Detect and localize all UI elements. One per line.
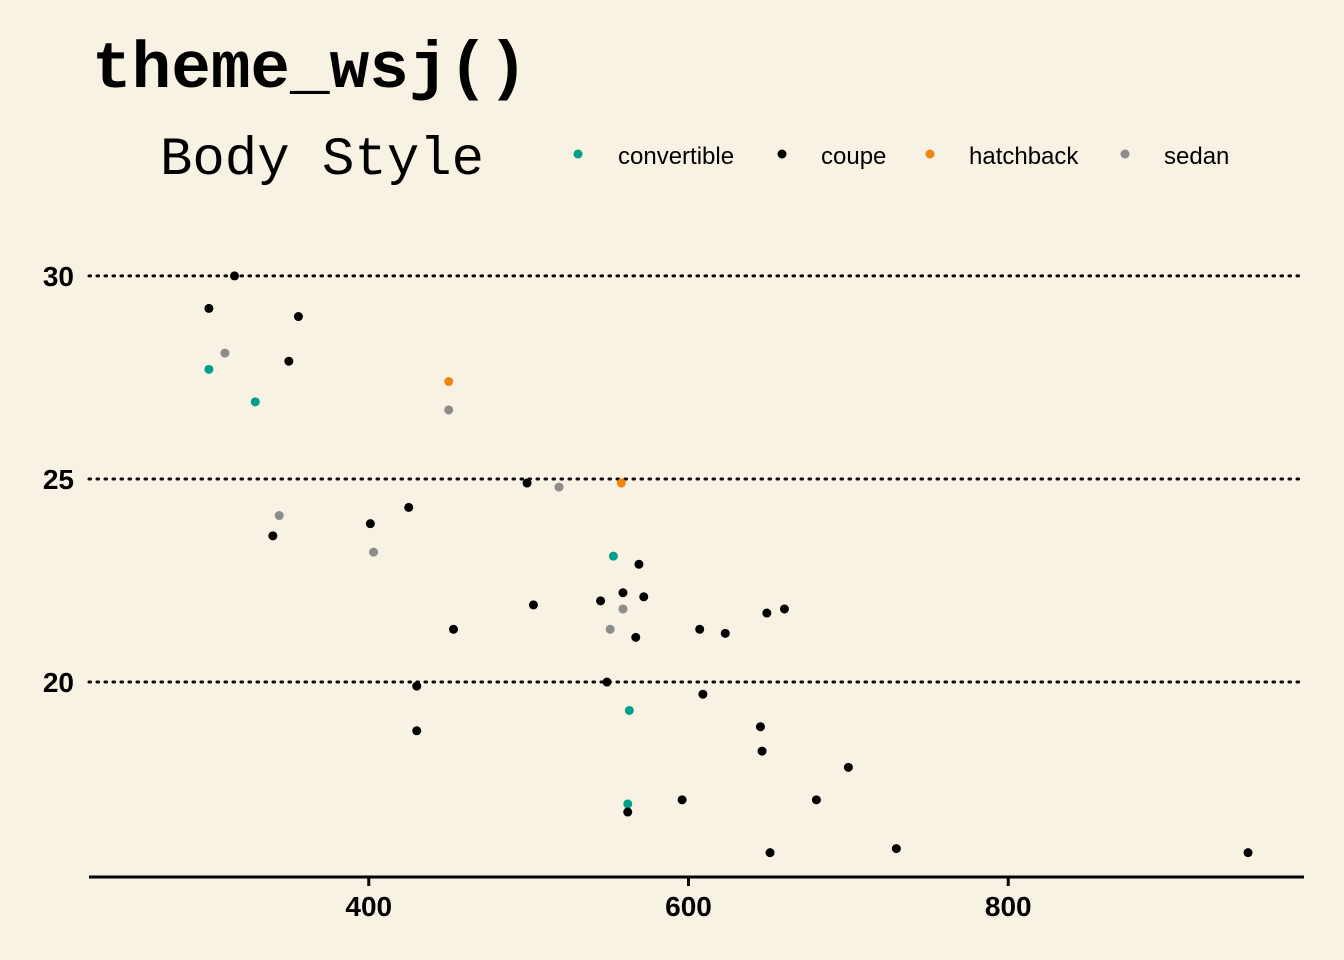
point-coupe	[634, 559, 644, 569]
point-coupe	[631, 632, 641, 642]
point-coupe	[602, 677, 612, 687]
point-sedan	[444, 405, 454, 415]
data-points	[204, 271, 1253, 858]
x-tick-label: 800	[985, 891, 1032, 922]
point-sedan	[554, 482, 564, 492]
point-coupe	[695, 624, 705, 634]
legend-label-hatchback: hatchback	[969, 143, 1079, 170]
point-convertible	[250, 397, 260, 407]
x-tick-label: 400	[345, 891, 392, 922]
point-coupe	[891, 844, 901, 854]
x-axis-ticks	[367, 877, 1010, 886]
point-coupe	[755, 722, 765, 732]
legend: Body Style convertible coupe hatchback s…	[160, 130, 1229, 191]
legend-label-convertible: convertible	[618, 143, 734, 170]
legend-swatch-sedan	[1120, 149, 1130, 159]
point-coupe	[677, 795, 687, 805]
point-coupe	[1243, 848, 1253, 858]
x-tick-label: 600	[665, 891, 712, 922]
point-coupe	[528, 600, 538, 610]
point-coupe	[698, 689, 708, 699]
point-convertible	[624, 705, 634, 715]
point-hatchback	[616, 478, 626, 488]
y-tick-label: 25	[43, 464, 74, 495]
legend-swatch-convertible	[573, 149, 583, 159]
legend-swatch-hatchback	[925, 149, 935, 159]
point-coupe	[404, 502, 414, 512]
point-sedan	[605, 624, 615, 634]
point-coupe	[204, 303, 214, 313]
point-coupe	[762, 608, 772, 618]
point-coupe	[365, 519, 375, 529]
point-coupe	[449, 624, 458, 634]
y-tick-label: 20	[43, 667, 74, 698]
point-hatchback	[444, 377, 454, 387]
point-coupe	[229, 271, 239, 281]
point-coupe	[412, 726, 422, 736]
point-convertible	[623, 799, 633, 809]
point-coupe	[412, 681, 422, 691]
legend-swatch-coupe	[777, 149, 787, 159]
point-coupe	[779, 604, 789, 614]
y-tick-label: 30	[43, 261, 74, 292]
point-coupe	[811, 795, 821, 805]
point-sedan	[220, 348, 230, 358]
point-sedan	[369, 547, 379, 557]
point-coupe	[720, 628, 730, 638]
point-coupe	[639, 592, 649, 602]
point-coupe	[618, 588, 628, 598]
legend-label-sedan: sedan	[1164, 143, 1229, 170]
x-axis-tick-labels: 400 600 800	[345, 891, 1031, 922]
chart-title: theme_wsj()	[92, 32, 528, 107]
point-coupe	[757, 746, 767, 756]
point-coupe	[284, 356, 294, 366]
legend-title: Body Style	[160, 130, 484, 191]
point-coupe	[596, 596, 606, 606]
y-axis-tick-labels: 20 25 30	[43, 261, 74, 698]
gridlines	[87, 274, 1306, 684]
point-coupe	[522, 478, 532, 488]
point-coupe	[293, 312, 303, 322]
point-convertible	[608, 551, 618, 561]
point-coupe	[843, 762, 853, 772]
point-coupe	[268, 531, 278, 541]
point-convertible	[204, 364, 214, 374]
legend-label-coupe: coupe	[821, 143, 886, 170]
point-coupe	[765, 848, 775, 858]
point-sedan	[618, 604, 628, 614]
point-sedan	[274, 511, 284, 521]
point-coupe	[623, 807, 633, 817]
